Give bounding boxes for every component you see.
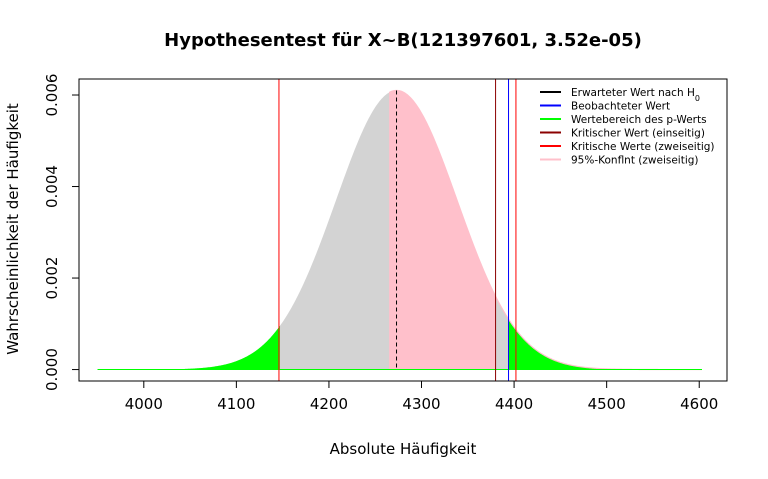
y-tick-label: 0.002 [43,257,61,300]
plot-marks [97,79,703,381]
x-tick-label: 4500 [588,395,626,413]
x-axis-label: Absolute Häufigkeit [330,440,477,458]
x-tick-label: 4000 [125,395,163,413]
y-axis-label: Wahrscheinlichkeit der Häufigkeit [4,103,22,355]
legend-subscript: 0 [695,94,700,103]
chart-title: Hypothesentest für X~B(121397601, 3.52e-… [164,30,642,51]
plot-frame [78,78,728,382]
y-tick-label: 0.000 [43,348,61,391]
legend-entry: Erwarteter Wert nach H0 [571,87,700,103]
x-tick-label: 4200 [310,395,348,413]
x-tick-label: 4100 [217,395,255,413]
x-tick-label: 4300 [402,395,440,413]
x-axis: 4000 4100 4200 4300 4400 4500 4600 [125,381,718,413]
p-value-region-high [508,319,703,370]
y-axis: 0.000 0.002 0.004 0.006 [43,74,79,391]
x-tick-label: 4400 [495,395,533,413]
legend-entry: Wertebereich des p-Werts [571,114,707,126]
legend-entry: Kritischer Wert (einseitig) [571,128,705,140]
legend-entry: Beobachteter Wert [571,101,670,113]
y-tick-label: 0.004 [43,165,61,208]
confidence-interval-area [389,90,496,370]
legend-entry: Kritische Werte (zweiseitig) [571,141,715,153]
y-tick-label: 0.006 [43,74,61,117]
legend-entry: 95%-Konflnt (zweiseitig) [571,155,699,167]
p-value-region-low [97,325,280,370]
x-tick-label: 4600 [680,395,718,413]
